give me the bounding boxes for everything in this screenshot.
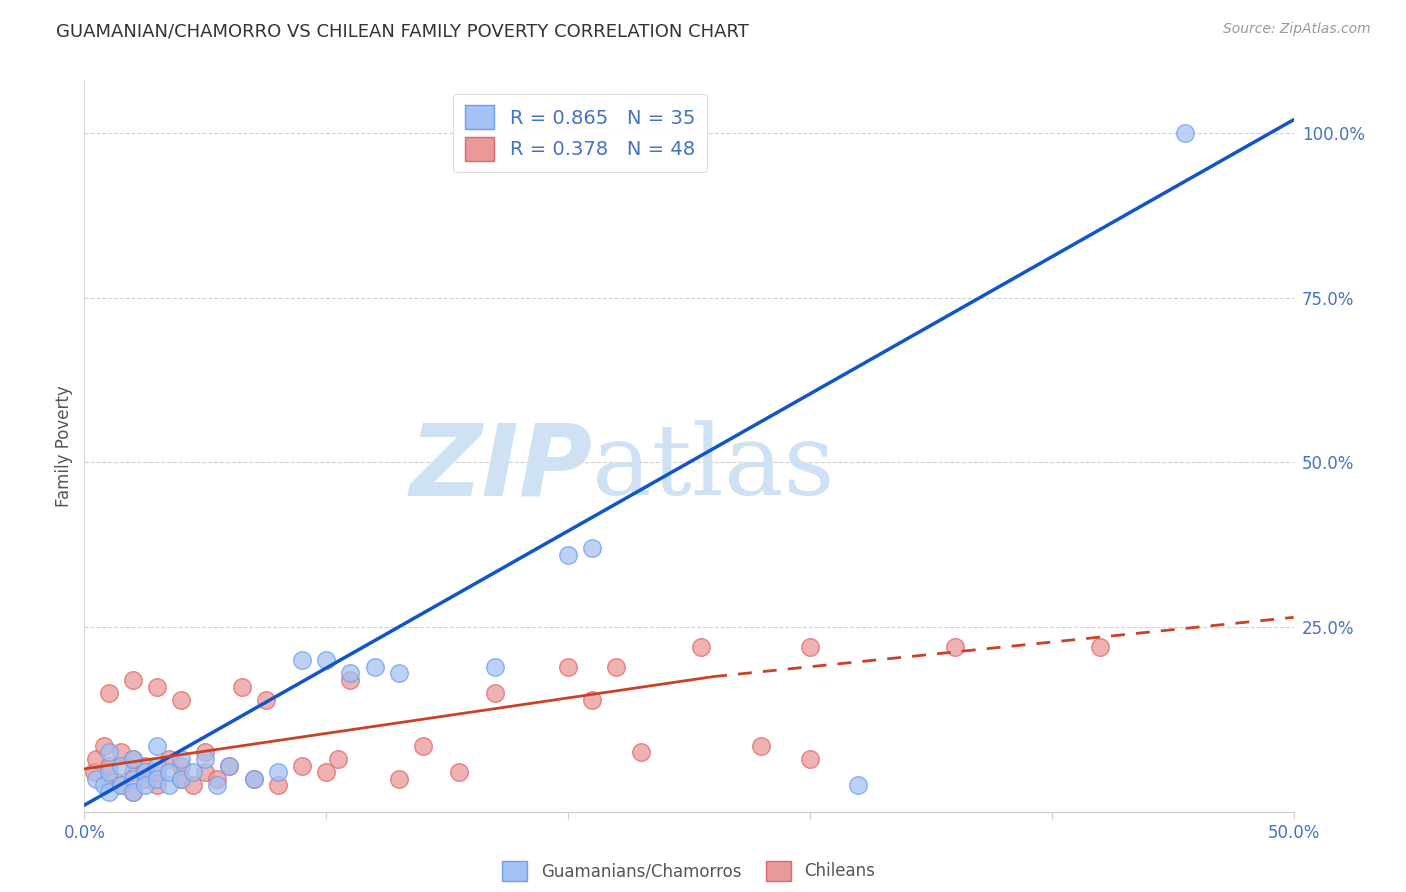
Point (121, 673, 143, 687)
Point (557, 659, 579, 673)
Point (231, 680, 253, 694)
Point (97, 785, 120, 799)
Point (484, 659, 506, 673)
Point (170, 772, 193, 786)
Point (194, 746, 217, 760)
Point (110, 778, 132, 792)
Point (170, 758, 193, 772)
Point (581, 692, 603, 706)
Point (315, 765, 337, 780)
Point (557, 548, 579, 562)
Point (97, 765, 120, 780)
Point (181, 765, 204, 780)
Point (207, 778, 229, 792)
Text: Source: ZipAtlas.com: Source: ZipAtlas.com (1223, 22, 1371, 37)
Point (751, 739, 773, 753)
Point (121, 772, 143, 786)
Point (110, 746, 132, 760)
Point (97, 758, 120, 772)
Point (157, 752, 180, 766)
Point (254, 692, 277, 706)
Text: ZIP: ZIP (409, 419, 592, 516)
Point (242, 772, 264, 786)
Point (146, 739, 169, 753)
Point (339, 673, 361, 687)
Point (146, 765, 169, 780)
Point (388, 772, 411, 786)
Text: atlas: atlas (592, 420, 835, 516)
Point (194, 765, 217, 780)
Point (630, 746, 652, 760)
Point (146, 772, 169, 786)
Point (97, 746, 120, 760)
Point (218, 758, 240, 772)
Point (86, 752, 108, 766)
Point (449, 765, 471, 780)
Point (1088, 640, 1111, 654)
Text: GUAMANIAN/CHAMORRO VS CHILEAN FAMILY POVERTY CORRELATION CHART: GUAMANIAN/CHAMORRO VS CHILEAN FAMILY POV… (56, 22, 749, 40)
Point (170, 752, 193, 766)
Point (146, 680, 169, 694)
Point (97, 686, 120, 700)
Point (690, 640, 713, 654)
Point (484, 686, 506, 700)
Point (181, 778, 204, 792)
Point (121, 785, 143, 799)
Point (134, 778, 156, 792)
Point (218, 758, 240, 772)
Point (388, 666, 411, 681)
Point (134, 765, 156, 780)
Point (110, 778, 132, 792)
Point (581, 541, 603, 556)
Point (339, 666, 361, 681)
Point (799, 640, 821, 654)
Point (605, 659, 627, 673)
Point (267, 778, 290, 792)
Y-axis label: Family Poverty: Family Poverty (55, 385, 73, 507)
Point (97, 772, 120, 786)
Point (291, 653, 314, 667)
Point (121, 752, 143, 766)
Point (194, 752, 217, 766)
Point (134, 772, 156, 786)
Point (291, 758, 314, 772)
Point (146, 778, 169, 792)
Point (315, 653, 337, 667)
Point (157, 778, 180, 792)
Legend: Guamanians/Chamorros, Chileans: Guamanians/Chamorros, Chileans (496, 854, 882, 888)
Point (83, 765, 105, 780)
Point (121, 785, 143, 799)
Point (267, 765, 290, 780)
Point (799, 752, 821, 766)
Point (121, 765, 143, 780)
Point (121, 752, 143, 766)
Point (943, 640, 966, 654)
Point (93, 739, 115, 753)
Point (1174, 126, 1197, 140)
Point (170, 772, 193, 786)
Point (134, 758, 156, 772)
Point (363, 659, 385, 673)
Point (157, 765, 180, 780)
Point (93, 778, 115, 792)
Point (146, 758, 169, 772)
Point (170, 692, 193, 706)
Point (846, 778, 869, 792)
Point (207, 772, 229, 786)
Point (86, 772, 108, 786)
Point (242, 772, 264, 786)
Point (328, 752, 350, 766)
Point (412, 739, 434, 753)
Point (110, 758, 132, 772)
